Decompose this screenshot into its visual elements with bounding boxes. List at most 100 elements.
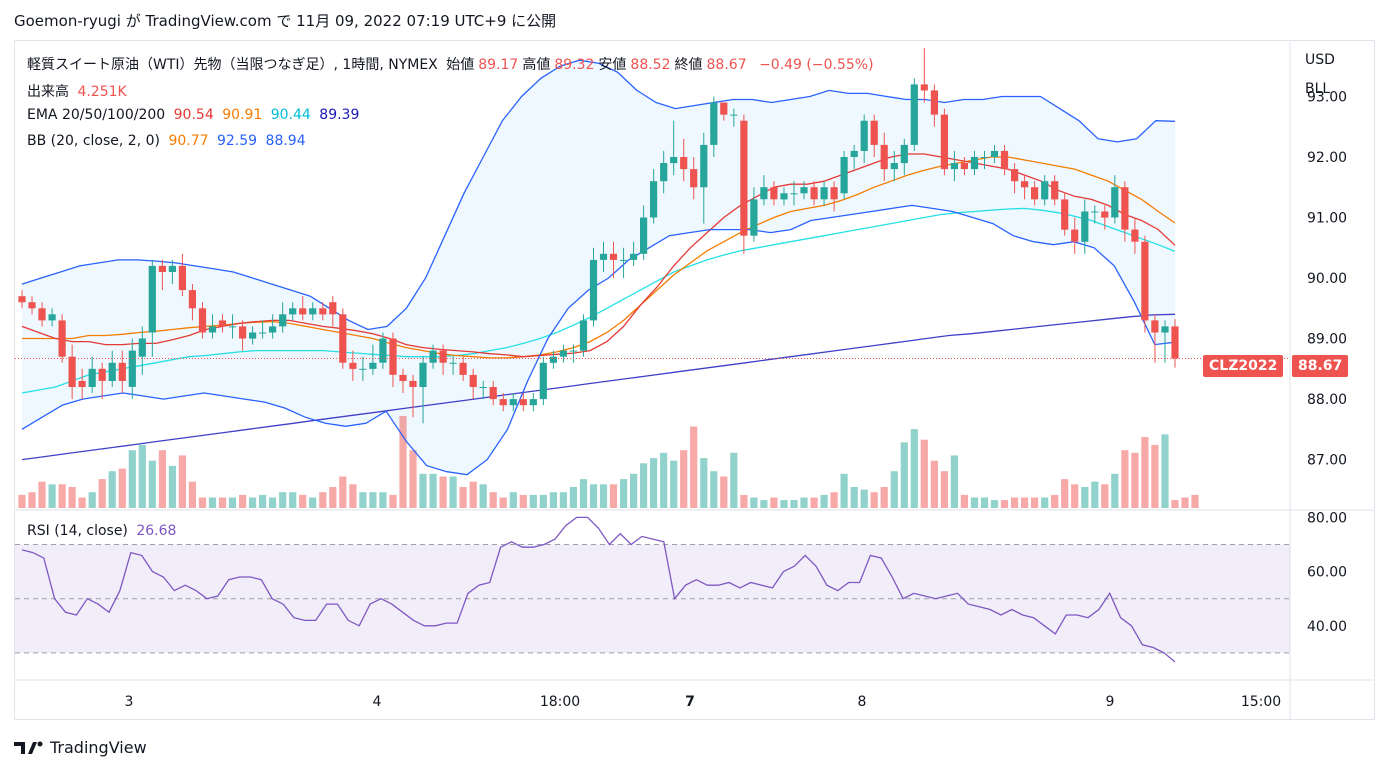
footer-brand: TradingView <box>14 738 147 757</box>
volume-bar <box>1021 497 1029 508</box>
volume-bar <box>449 476 457 508</box>
volume-bar <box>289 492 297 508</box>
candle-body <box>379 338 387 363</box>
volume-bar <box>710 471 718 508</box>
candle-body <box>980 157 989 158</box>
candle-body <box>1031 187 1039 200</box>
volume-bar <box>369 492 377 508</box>
volume-bar <box>1181 497 1189 508</box>
volume-bar <box>419 473 427 508</box>
candle-body <box>259 332 267 334</box>
price-tick-label: 93.00 <box>1307 89 1347 105</box>
candle-body <box>950 163 958 170</box>
volume-bar <box>620 479 628 508</box>
candle-body <box>660 163 668 182</box>
candle-body <box>1061 199 1069 230</box>
candle-body <box>339 314 347 363</box>
time-tick-label: 18:00 <box>540 694 580 710</box>
legend-rsi-label: RSI (14, close) <box>27 523 128 539</box>
volume-bar <box>690 426 698 508</box>
price-tick-label: 88.00 <box>1307 392 1347 408</box>
candle-body <box>218 320 227 327</box>
candle-body <box>489 387 497 400</box>
candle-body <box>78 380 86 387</box>
volume-bar <box>1031 497 1039 508</box>
candle-body <box>680 157 688 170</box>
volume-bar <box>359 492 367 508</box>
candle-body <box>880 144 888 170</box>
volume-bar <box>1041 497 1049 508</box>
price-tick-label: 91.00 <box>1307 211 1347 227</box>
price-tick-label: 89.00 <box>1307 332 1347 348</box>
candle-body <box>349 362 357 369</box>
candle-body <box>1131 229 1139 242</box>
candle-body <box>710 102 718 145</box>
volume-bar <box>429 473 437 508</box>
volume-bar <box>1091 481 1099 508</box>
ema200-line <box>21 313 1176 461</box>
candle-body <box>1151 320 1159 333</box>
candle-body <box>1081 211 1089 242</box>
candle-body <box>359 368 367 370</box>
candle-body <box>790 193 798 195</box>
volume-bar <box>850 487 858 508</box>
candle-body <box>198 308 207 333</box>
candle-body <box>509 399 517 406</box>
candle-body <box>188 290 196 309</box>
volume-bar <box>630 473 638 508</box>
volume-bar <box>118 468 126 508</box>
candle-body <box>730 114 738 116</box>
candle-body <box>640 217 648 254</box>
candle-body <box>990 150 999 157</box>
legend-ohlc-label: 高値 <box>522 57 551 73</box>
legend-ohlc-value: 89.17 <box>478 57 519 73</box>
candle-body <box>1051 181 1059 200</box>
candle-body <box>860 120 868 151</box>
volume-bar <box>58 484 66 508</box>
candle-body <box>178 265 186 291</box>
candle-body <box>228 326 237 328</box>
volume-bar <box>960 494 968 508</box>
last-price-tag: 88.67 <box>1292 355 1349 377</box>
candle-body <box>1011 169 1019 182</box>
candle-body <box>128 350 136 387</box>
volume-bar <box>1071 484 1079 508</box>
candle-body <box>519 399 527 406</box>
volume-bar <box>38 481 46 508</box>
candle-body <box>399 374 407 381</box>
volume-bar <box>28 492 36 508</box>
volume-bar <box>1051 494 1059 508</box>
volume-bar <box>650 458 658 508</box>
price-tick-label: 87.00 <box>1307 453 1347 469</box>
candle-body <box>1121 187 1129 230</box>
volume-bar <box>940 471 948 508</box>
volume-bar <box>279 492 287 508</box>
volume-bar <box>158 450 166 508</box>
volume-bar <box>750 497 758 508</box>
legend-ema50-value: 90.91 <box>222 107 263 123</box>
candle-body <box>760 187 768 200</box>
volume-bar <box>549 492 557 508</box>
volume-bar <box>920 439 928 508</box>
volume-bar <box>1161 434 1169 508</box>
volume-bar <box>880 487 888 508</box>
volume-bar <box>18 494 26 508</box>
candle-body <box>269 326 277 333</box>
candle-body <box>1041 181 1049 200</box>
volume-bar <box>188 481 196 508</box>
candle-body <box>890 163 898 170</box>
candle-body <box>1161 326 1169 333</box>
volume-bar <box>1111 473 1119 508</box>
candle-body <box>609 253 618 260</box>
legend-title-row: 軽質スイート原油（WTI）先物（当限つなぎ足）, 1時間, NYMEX 始値 89… <box>27 54 878 74</box>
candle-body <box>780 193 788 200</box>
volume-bar <box>339 476 347 508</box>
volume-bar <box>599 484 608 508</box>
axis-unit: BLL <box>1305 81 1331 97</box>
volume-bar <box>108 471 116 508</box>
volume-bar <box>790 500 798 508</box>
candle-body <box>599 253 608 260</box>
volume-bar <box>609 484 618 508</box>
volume-bar <box>1131 452 1139 508</box>
